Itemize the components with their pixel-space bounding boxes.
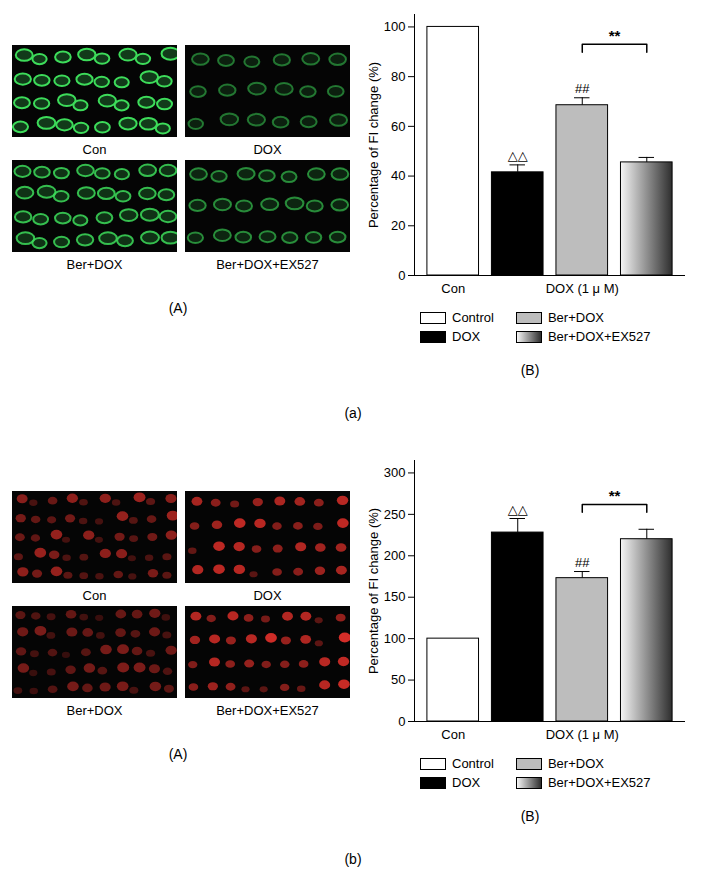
svg-text:Percentage of FI change (%): Percentage of FI change (%)	[366, 62, 381, 228]
svg-text:##: ##	[575, 81, 590, 96]
svg-text:20: 20	[391, 218, 405, 233]
svg-text:150: 150	[384, 589, 406, 604]
svg-text:0: 0	[398, 268, 405, 283]
html-text:Ber+DOX+EX527: Ber+DOX+EX527	[216, 703, 319, 718]
svg-text:△△: △△	[508, 502, 528, 517]
html-text:Ber+DOX+EX527: Ber+DOX+EX527	[547, 329, 651, 344]
html-text:DOX: DOX	[452, 329, 481, 344]
html-text:Ber+DOX+EX527: Ber+DOX+EX527	[216, 257, 319, 272]
svg-text:100: 100	[384, 19, 406, 34]
svg-text:DOX (1 μ M): DOX (1 μ M)	[546, 281, 619, 296]
html-text:(a): (a)	[344, 405, 362, 421]
html-text:Ber+DOX: Ber+DOX	[66, 257, 123, 272]
svg-text:300: 300	[384, 465, 406, 480]
svg-text:##: ##	[575, 555, 590, 570]
html-text:Ber+DOX: Ber+DOX	[66, 703, 123, 718]
svg-text:200: 200	[384, 548, 406, 563]
svg-text:△△: △△	[508, 148, 528, 163]
svg-text:Con: Con	[441, 727, 465, 742]
svg-text:**: **	[609, 27, 621, 44]
svg-text:**: **	[609, 487, 621, 504]
svg-text:80: 80	[391, 69, 405, 84]
html-text:(B): (B)	[520, 362, 540, 378]
svg-text:DOX (1 μ M): DOX (1 μ M)	[546, 727, 619, 742]
html-text:(b): (b)	[344, 851, 362, 867]
html-text:(A): (A)	[168, 300, 188, 316]
html-text:(B): (B)	[520, 808, 540, 824]
svg-text:Percentage of FI change (%): Percentage of FI change (%)	[366, 508, 381, 674]
html-text:DOX: DOX	[452, 775, 481, 790]
html-text:DOX: DOX	[253, 588, 282, 603]
html-text:Ber+DOX+EX527: Ber+DOX+EX527	[547, 775, 651, 790]
svg-text:100: 100	[384, 631, 406, 646]
svg-text:250: 250	[384, 507, 406, 522]
svg-text:0: 0	[398, 714, 405, 729]
html-text:Control: Control	[452, 310, 494, 325]
html-text:Ber+DOX: Ber+DOX	[547, 310, 604, 325]
html-text:Con: Con	[82, 142, 107, 157]
html-text:Con: Con	[82, 588, 107, 603]
svg-text:50: 50	[391, 672, 405, 687]
html-text:Control: Control	[452, 756, 494, 771]
html-text:Ber+DOX: Ber+DOX	[547, 756, 604, 771]
svg-text:60: 60	[391, 119, 405, 134]
svg-text:Con: Con	[441, 281, 465, 296]
html-text:DOX: DOX	[253, 142, 282, 157]
svg-text:40: 40	[391, 168, 405, 183]
html-text:(A): (A)	[168, 746, 188, 762]
